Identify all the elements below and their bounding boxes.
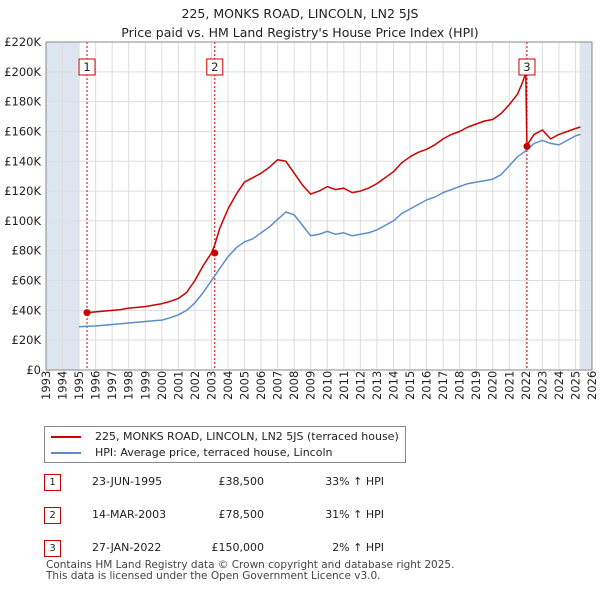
series-lines xyxy=(79,72,581,328)
x-tick-label: 2013 xyxy=(370,371,384,400)
x-tick-label: 2008 xyxy=(287,371,301,400)
x-tick-label: 1994 xyxy=(56,371,70,400)
x-tick-label: 2014 xyxy=(386,371,400,400)
y-tick-label: £80K xyxy=(12,244,42,258)
sale-point-2 xyxy=(211,249,219,257)
sale-points xyxy=(83,142,531,317)
x-tick-label: 2002 xyxy=(188,371,202,400)
sale-badge-label: 3 xyxy=(523,60,530,74)
plot-frame xyxy=(45,41,593,371)
legend-label-price: 225, MONKS ROAD, LINCOLN, LN2 5JS (terra… xyxy=(95,430,399,443)
sale-price-2: £78,500 xyxy=(218,508,265,521)
x-tick-label: 2017 xyxy=(436,371,450,400)
sale-hpi-1: 33% ↑ HPI xyxy=(325,475,384,488)
sale-point-1 xyxy=(83,309,91,317)
sale-badge-box xyxy=(78,58,96,76)
y-tick-label: £120K xyxy=(4,184,41,198)
sale-price-3: £150,000 xyxy=(211,541,265,554)
legend-item-price: 225, MONKS ROAD, LINCOLN, LN2 5JS (terra… xyxy=(51,429,399,445)
sale-hpi-2: 31% ↑ HPI xyxy=(325,508,384,521)
footer-line-2: This data is licensed under the Open Gov… xyxy=(46,570,381,582)
sale-badge-1: 1 xyxy=(44,474,61,491)
sale-row-1: 1 23-JUN-1995 £38,500 33% ↑ HPI xyxy=(44,474,444,492)
x-tick-label: 2012 xyxy=(353,371,367,400)
footer-line-1: Contains HM Land Registry data © Crown c… xyxy=(46,559,455,571)
x-axis-ticks: 1993 1994 1995 1996 1997 1998 1999 2000 2001 2002… xyxy=(39,371,599,400)
legend-swatch-price xyxy=(51,436,81,438)
sale-hpi-3: 2% ↑ HPI xyxy=(332,541,384,554)
x-tick-label: 2024 xyxy=(552,371,566,400)
shaded-regions xyxy=(46,42,592,370)
sale-badge-box xyxy=(206,58,224,76)
x-tick-label: 1995 xyxy=(72,371,86,400)
grid-lines xyxy=(45,41,593,371)
x-tick-label: 2021 xyxy=(502,371,516,400)
sale-badge-label: 1 xyxy=(83,60,90,74)
x-tick-label: 1999 xyxy=(138,371,152,400)
sale-row-3: 3 27-JAN-2022 £150,000 2% ↑ HPI xyxy=(44,540,444,558)
y-tick-label: £0 xyxy=(26,363,41,377)
legend: 225, MONKS ROAD, LINCOLN, LN2 5JS (terra… xyxy=(44,426,406,463)
sale-point-3 xyxy=(523,142,531,150)
sale-badge-3: 3 xyxy=(518,58,536,76)
y-tick-label: £160K xyxy=(4,124,41,138)
series-line-price xyxy=(86,72,581,314)
sale-badge-3: 3 xyxy=(44,540,61,557)
x-tick-label: 2025 xyxy=(568,371,582,400)
x-tick-label: 2023 xyxy=(535,371,549,400)
footer: Contains HM Land Registry data © Crown c… xyxy=(46,560,454,582)
sale-badge-2: 2 xyxy=(206,58,224,76)
x-tick-label: 2020 xyxy=(486,371,500,400)
y-tick-label: £220K xyxy=(4,35,41,49)
y-tick-label: £60K xyxy=(12,274,42,288)
y-tick-label: £100K xyxy=(4,214,41,228)
sale-row-2: 2 14-MAR-2003 £78,500 31% ↑ HPI xyxy=(44,507,444,525)
y-tick-label: £140K xyxy=(4,154,41,168)
x-tick-label: 2004 xyxy=(221,371,235,400)
x-tick-label: 2001 xyxy=(171,371,185,400)
x-tick-label: 2026 xyxy=(585,371,599,400)
title-line-1: 225, MONKS ROAD, LINCOLN, LN2 5JS xyxy=(181,6,419,21)
sale-date-2: 14-MAR-2003 xyxy=(92,508,167,521)
y-tick-label: £180K xyxy=(4,95,41,109)
x-tick-label: 1998 xyxy=(122,371,136,400)
sale-badge-1: 1 xyxy=(78,58,96,76)
x-tick-label: 2000 xyxy=(155,371,169,400)
sale-date-3: 27-JAN-2022 xyxy=(92,541,162,554)
x-tick-label: 1993 xyxy=(39,371,53,400)
x-tick-label: 2006 xyxy=(254,371,268,400)
x-tick-label: 2011 xyxy=(337,371,351,400)
x-tick-label: 2003 xyxy=(204,371,218,400)
x-tick-label: 1996 xyxy=(89,371,103,400)
y-tick-label: £20K xyxy=(12,333,42,347)
x-tick-label: 2016 xyxy=(420,371,434,400)
price-chart: £0 £20K £40K £60K £80K £100K £120K £140K £160K £1… xyxy=(4,35,599,400)
x-tick-label: 2019 xyxy=(469,371,483,400)
x-tick-label: 2022 xyxy=(519,371,533,400)
x-tick-label: 2007 xyxy=(271,371,285,400)
x-tick-label: 2009 xyxy=(304,371,318,400)
y-tick-label: £200K xyxy=(4,65,41,79)
sale-badges: 1 2 3 xyxy=(78,58,536,76)
sale-price-1: £38,500 xyxy=(218,475,265,488)
legend-label-hpi: HPI: Average price, terraced house, Linc… xyxy=(95,446,333,459)
y-tick-label: £40K xyxy=(12,303,42,317)
plot-border xyxy=(45,41,593,371)
shaded-range-2 xyxy=(579,42,592,370)
legend-swatch-hpi xyxy=(51,452,81,454)
y-axis-ticks: £0 £20K £40K £60K £80K £100K £120K £140K £160K £1… xyxy=(4,35,41,377)
x-tick-label: 2015 xyxy=(403,371,417,400)
sale-date-1: 23-JUN-1995 xyxy=(92,475,163,488)
x-tick-label: 2010 xyxy=(320,371,334,400)
series-line-hpi xyxy=(79,133,581,328)
sale-badge-label: 2 xyxy=(211,60,218,74)
sale-badge-box xyxy=(518,58,536,76)
chart-title: 225, MONKS ROAD, LINCOLN, LN2 5JS Price … xyxy=(0,4,600,42)
sale-badge-2: 2 xyxy=(44,507,61,524)
legend-item-hpi: HPI: Average price, terraced house, Linc… xyxy=(51,445,332,461)
x-tick-label: 2005 xyxy=(238,371,252,400)
title-line-2: Price paid vs. HM Land Registry's House … xyxy=(121,25,479,40)
x-tick-label: 1997 xyxy=(105,371,119,400)
x-tick-label: 2018 xyxy=(453,371,467,400)
